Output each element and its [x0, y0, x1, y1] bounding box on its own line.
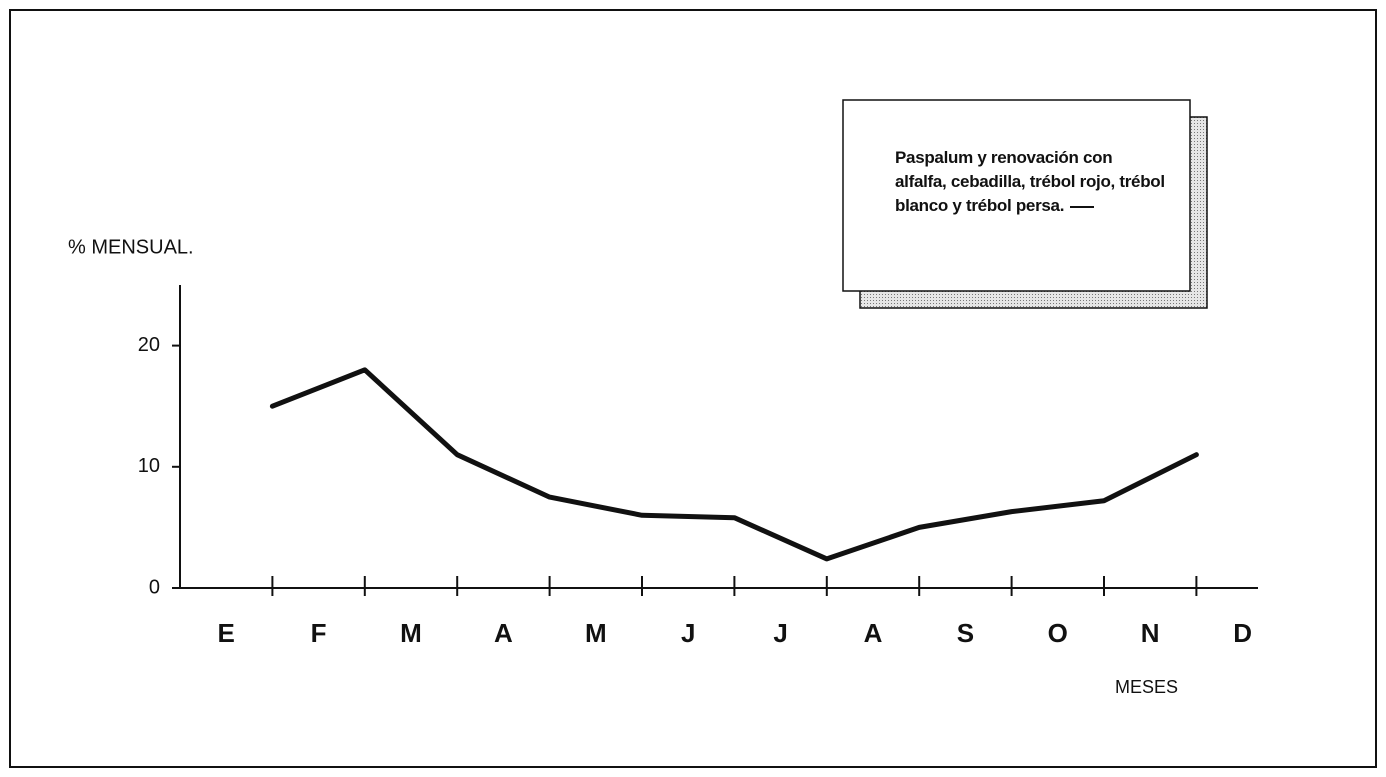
x-tick-label: J — [681, 618, 695, 648]
x-tick-label: S — [957, 618, 974, 648]
x-tick-label: F — [311, 618, 327, 648]
y-axis-label: % MENSUAL. — [68, 236, 194, 258]
x-tick-label: N — [1141, 618, 1160, 648]
data-line — [269, 367, 1199, 562]
x-tick-label: J — [773, 618, 787, 648]
x-tick-label: E — [218, 618, 235, 648]
y-tick-label: 20 — [138, 334, 160, 356]
x-tick-label: A — [864, 618, 883, 648]
legend-label: Paspalum y renovación con alfalfa, cebad… — [895, 148, 1165, 215]
x-tick-label: M — [400, 618, 422, 648]
legend-sample — [1070, 205, 1095, 208]
frame — [9, 9, 1377, 768]
x-tick-label: D — [1233, 618, 1252, 648]
x-tick-label: O — [1048, 618, 1068, 648]
legend-box — [842, 99, 1191, 292]
x-tick-label: M — [585, 618, 607, 648]
legend-entry: Paspalum y renovación con alfalfa, cebad… — [895, 146, 1165, 218]
x-tick-label: A — [494, 618, 513, 648]
y-tick-label: 10 — [138, 455, 160, 477]
x-axis-label: MESES — [1115, 677, 1178, 697]
y-tick-label: 0 — [149, 576, 160, 598]
